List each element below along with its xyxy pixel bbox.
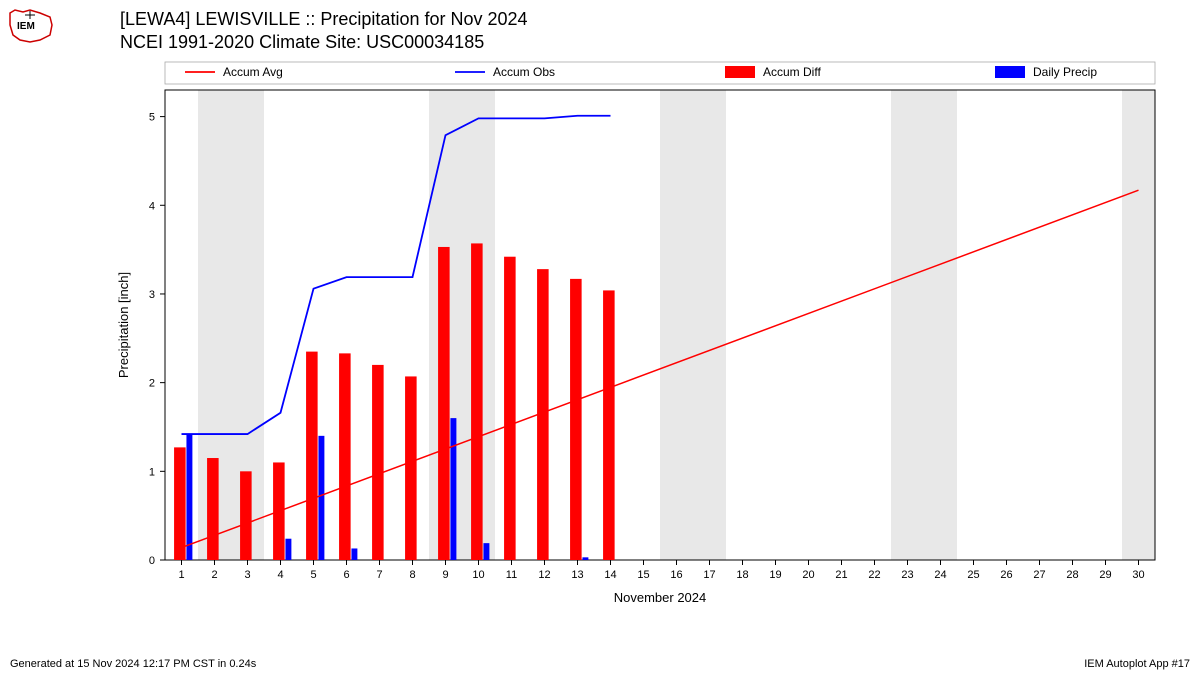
- svg-text:November 2024: November 2024: [614, 590, 707, 605]
- svg-text:Accum Avg: Accum Avg: [223, 65, 283, 79]
- svg-text:3: 3: [244, 569, 250, 581]
- title-line-2: NCEI 1991-2020 Climate Site: USC00034185: [120, 31, 528, 54]
- svg-text:12: 12: [538, 569, 550, 581]
- svg-text:21: 21: [835, 569, 847, 581]
- footer-generated: Generated at 15 Nov 2024 12:17 PM CST in…: [10, 658, 256, 670]
- svg-text:IEM: IEM: [17, 21, 35, 32]
- svg-text:Precipitation [inch]: Precipitation [inch]: [116, 272, 131, 378]
- svg-text:22: 22: [868, 569, 880, 581]
- svg-text:Accum Obs: Accum Obs: [493, 65, 555, 79]
- svg-text:8: 8: [409, 569, 415, 581]
- svg-text:20: 20: [802, 569, 814, 581]
- svg-text:26: 26: [1000, 569, 1012, 581]
- svg-text:7: 7: [376, 569, 382, 581]
- svg-text:30: 30: [1132, 569, 1144, 581]
- svg-text:6: 6: [343, 569, 349, 581]
- svg-text:1: 1: [149, 466, 155, 478]
- svg-text:1: 1: [178, 569, 184, 581]
- svg-text:28: 28: [1066, 569, 1078, 581]
- svg-text:27: 27: [1033, 569, 1045, 581]
- svg-text:29: 29: [1099, 569, 1111, 581]
- svg-text:19: 19: [769, 569, 781, 581]
- svg-text:13: 13: [571, 569, 583, 581]
- svg-text:23: 23: [901, 569, 913, 581]
- svg-text:4: 4: [149, 200, 155, 212]
- svg-text:Daily Precip: Daily Precip: [1033, 65, 1097, 79]
- svg-text:16: 16: [670, 569, 682, 581]
- svg-text:15: 15: [637, 569, 649, 581]
- precipitation-chart: 0123451234567891011121314151617181920212…: [110, 60, 1170, 615]
- svg-text:Accum Diff: Accum Diff: [763, 65, 821, 79]
- svg-text:24: 24: [934, 569, 946, 581]
- svg-text:3: 3: [149, 289, 155, 301]
- svg-text:5: 5: [149, 112, 155, 124]
- svg-text:11: 11: [506, 569, 517, 581]
- svg-text:5: 5: [310, 569, 316, 581]
- svg-text:4: 4: [277, 569, 283, 581]
- iem-logo: IEM: [5, 5, 55, 45]
- svg-text:2: 2: [211, 569, 217, 581]
- svg-text:0: 0: [149, 555, 155, 567]
- svg-text:10: 10: [472, 569, 484, 581]
- svg-text:17: 17: [703, 569, 715, 581]
- svg-text:18: 18: [736, 569, 748, 581]
- svg-text:14: 14: [604, 569, 616, 581]
- svg-text:9: 9: [442, 569, 448, 581]
- svg-text:2: 2: [149, 378, 155, 390]
- footer-app: IEM Autoplot App #17: [1084, 658, 1190, 670]
- chart-title: [LEWA4] LEWISVILLE :: Precipitation for …: [120, 8, 528, 55]
- svg-text:25: 25: [967, 569, 979, 581]
- title-line-1: [LEWA4] LEWISVILLE :: Precipitation for …: [120, 8, 528, 31]
